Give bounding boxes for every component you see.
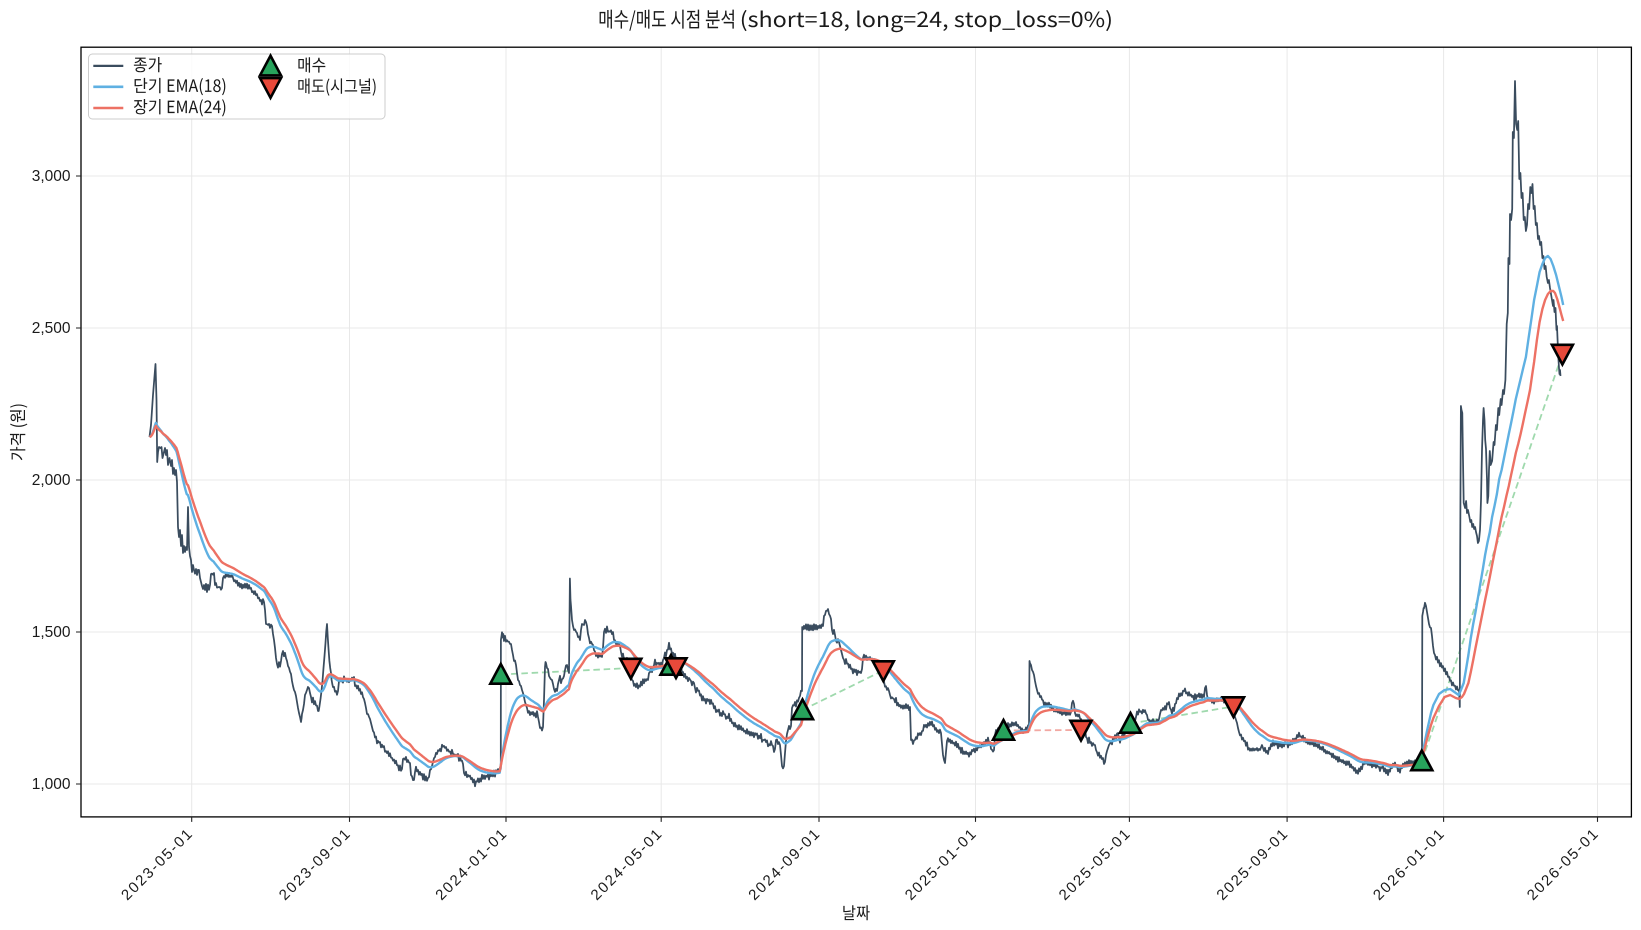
svg-text:2,000: 2,000 bbox=[32, 472, 71, 489]
svg-text:2,500: 2,500 bbox=[32, 320, 71, 337]
svg-text:1,000: 1,000 bbox=[32, 776, 71, 793]
svg-text:3,000: 3,000 bbox=[32, 168, 71, 185]
svg-text:1,500: 1,500 bbox=[32, 624, 71, 641]
